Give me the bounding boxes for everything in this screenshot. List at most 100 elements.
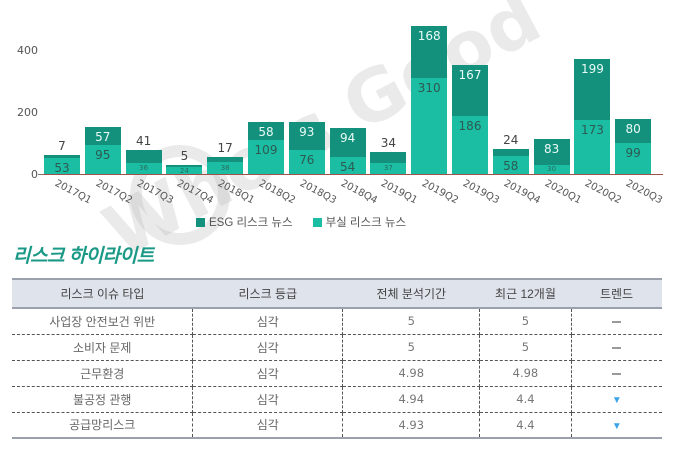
x-tick-2020Q3: 2020Q3 <box>624 178 665 207</box>
bar-label-bs: 109 <box>254 143 278 158</box>
bar-label-esg: 24 <box>503 132 519 147</box>
legend-item-esg: ESG 리스크 뉴스 <box>196 214 293 230</box>
x-tick-2019Q1: 2019Q1 <box>379 178 420 207</box>
table-row: 근무환경 심각 4.98 4.98 <box>12 360 662 387</box>
y-tick-400: 400 <box>17 44 38 57</box>
bar-segment-esg <box>574 58 611 121</box>
col-header-trend: 트렌드 <box>571 278 662 309</box>
x-axis-line <box>43 174 663 175</box>
cell-total: 4.98 <box>342 360 481 387</box>
cell-type: 근무환경 <box>12 360 194 387</box>
bar-2018Q1: 38 17 <box>207 141 244 174</box>
legend-swatch-bs <box>312 217 322 227</box>
bar-segment-esg <box>370 151 407 163</box>
bar-label-bs: 53 <box>54 160 70 175</box>
trend-down-icon: ▼ <box>611 395 622 406</box>
x-tick-2017Q2: 2017Q2 <box>93 178 134 207</box>
cell-recent: 4.4 <box>479 386 572 413</box>
bar-2019Q1: 37 34 <box>370 136 407 174</box>
cell-total: 4.93 <box>342 412 481 439</box>
bar-segment-esg <box>166 165 203 167</box>
x-tick-2018Q2: 2018Q2 <box>256 178 298 207</box>
trend-flat-icon <box>612 346 622 349</box>
bar-segment-bs <box>288 150 325 174</box>
cell-recent: 5 <box>479 334 572 361</box>
bar-segment-esg <box>84 126 121 145</box>
cell-total: 4.94 <box>342 386 481 413</box>
x-tick-2020Q2: 2020Q2 <box>583 178 624 207</box>
col-header-recent: 최근 12개월 <box>479 278 572 309</box>
bar-2017Q4: 24 5 <box>166 149 203 175</box>
bar-segment-bs <box>370 162 407 174</box>
y-zero-tick <box>38 174 43 175</box>
table-row: 공급망리스크 심각 4.93 4.4 ▼ <box>12 412 662 439</box>
bar-segment-bs <box>84 144 121 174</box>
bar-2019Q4: 58 24 <box>492 133 529 174</box>
x-tick-2017Q4: 2017Q4 <box>175 178 216 207</box>
bar-segment-esg <box>44 155 80 158</box>
bar-label-esg: 7 <box>58 139 66 154</box>
x-tick-2020Q1: 2020Q1 <box>542 178 583 207</box>
bar-segment-esg <box>452 64 488 117</box>
bar-2017Q3: 36 41 <box>125 134 162 174</box>
chart-legend: ESG 리스크 뉴스 부실 리스크 뉴스 <box>196 214 406 230</box>
bar-segment-esg <box>533 138 570 165</box>
bar-segment-esg <box>125 150 162 163</box>
col-header-grade: 리스크 등급 <box>192 278 343 309</box>
cell-trend: ▼ <box>571 386 662 413</box>
trend-flat-icon <box>612 372 622 375</box>
bar-segment-bs <box>248 140 284 174</box>
cell-trend <box>571 334 662 361</box>
bar-segment-bs <box>452 116 488 174</box>
bar-label-bs: 54 <box>339 160 356 175</box>
bar-label-esg: 94 <box>339 131 356 146</box>
cell-type: 공급망리스크 <box>12 412 194 439</box>
legend-swatch-esg <box>196 217 205 227</box>
x-tick-2019Q2: 2019Q2 <box>420 178 461 207</box>
bar-2020Q1: 30 83 <box>533 138 570 174</box>
bar-segment-bs <box>533 164 570 174</box>
bar-label-esg: 199 <box>580 61 604 76</box>
cell-type: 불공정 관행 <box>12 386 194 413</box>
cell-trend: ▼ <box>571 412 662 439</box>
bar-label-esg: 41 <box>135 134 152 149</box>
bar-segment-esg <box>492 148 529 157</box>
bar-segment-esg <box>329 128 366 158</box>
bar-segment-bs <box>166 166 203 174</box>
x-tick-2019Q4: 2019Q4 <box>501 178 542 207</box>
cell-total: 5 <box>342 308 481 335</box>
x-tick-2017Q3: 2017Q3 <box>134 178 175 207</box>
x-tick-2017Q1: 2017Q1 <box>52 178 94 207</box>
bar-label-esg: 168 <box>417 28 441 43</box>
bar-label-esg: 93 <box>299 124 315 139</box>
bar-label-bs: 24 <box>179 166 189 175</box>
bar-label-bs: 58 <box>503 159 519 174</box>
bar-label-bs: 310 <box>417 80 441 95</box>
bar-label-bs: 173 <box>580 123 604 138</box>
bar-2018Q2: 109 58 <box>248 122 284 174</box>
bar-label-bs: 99 <box>625 146 641 161</box>
stacked-bar-chart: Who's Good 400 200 0 5372017Q195572017Q2… <box>17 0 665 274</box>
bar-label-esg: 57 <box>95 129 111 144</box>
cell-total: 5 <box>342 334 481 361</box>
table-row: 사업장 안전보건 위반 심각 5 5 <box>12 308 662 335</box>
bar-label-bs: 38 <box>220 164 230 173</box>
bar-segment-esg <box>248 122 284 141</box>
bar-segment-esg <box>288 121 325 151</box>
bar-2020Q2: 173 199 <box>574 58 611 174</box>
risk-highlight-table: 리스크 이슈 타입 리스크 등급 전체 분석기간 최근 12개월 트렌드 사업장… <box>12 278 662 439</box>
y-tick-200: 200 <box>17 106 38 119</box>
bar-label-esg: 58 <box>258 125 274 140</box>
bar-segment-bs <box>207 162 244 174</box>
cell-grade: 심각 <box>192 386 344 413</box>
bar-segment-bs <box>574 120 611 174</box>
cell-type: 사업장 안전보건 위반 <box>12 308 194 335</box>
bar-label-bs: 186 <box>458 119 482 134</box>
bar-2018Q4: 54 94 <box>329 128 366 175</box>
bar-2017Q1: 53 7 <box>44 139 80 175</box>
col-header-total: 전체 분석기간 <box>342 278 480 309</box>
bar-label-bs: 95 <box>95 147 111 162</box>
x-tick-2018Q4: 2018Q4 <box>338 178 379 207</box>
bar-label-bs: 76 <box>299 153 315 168</box>
bar-2019Q3: 186 167 <box>452 64 488 174</box>
